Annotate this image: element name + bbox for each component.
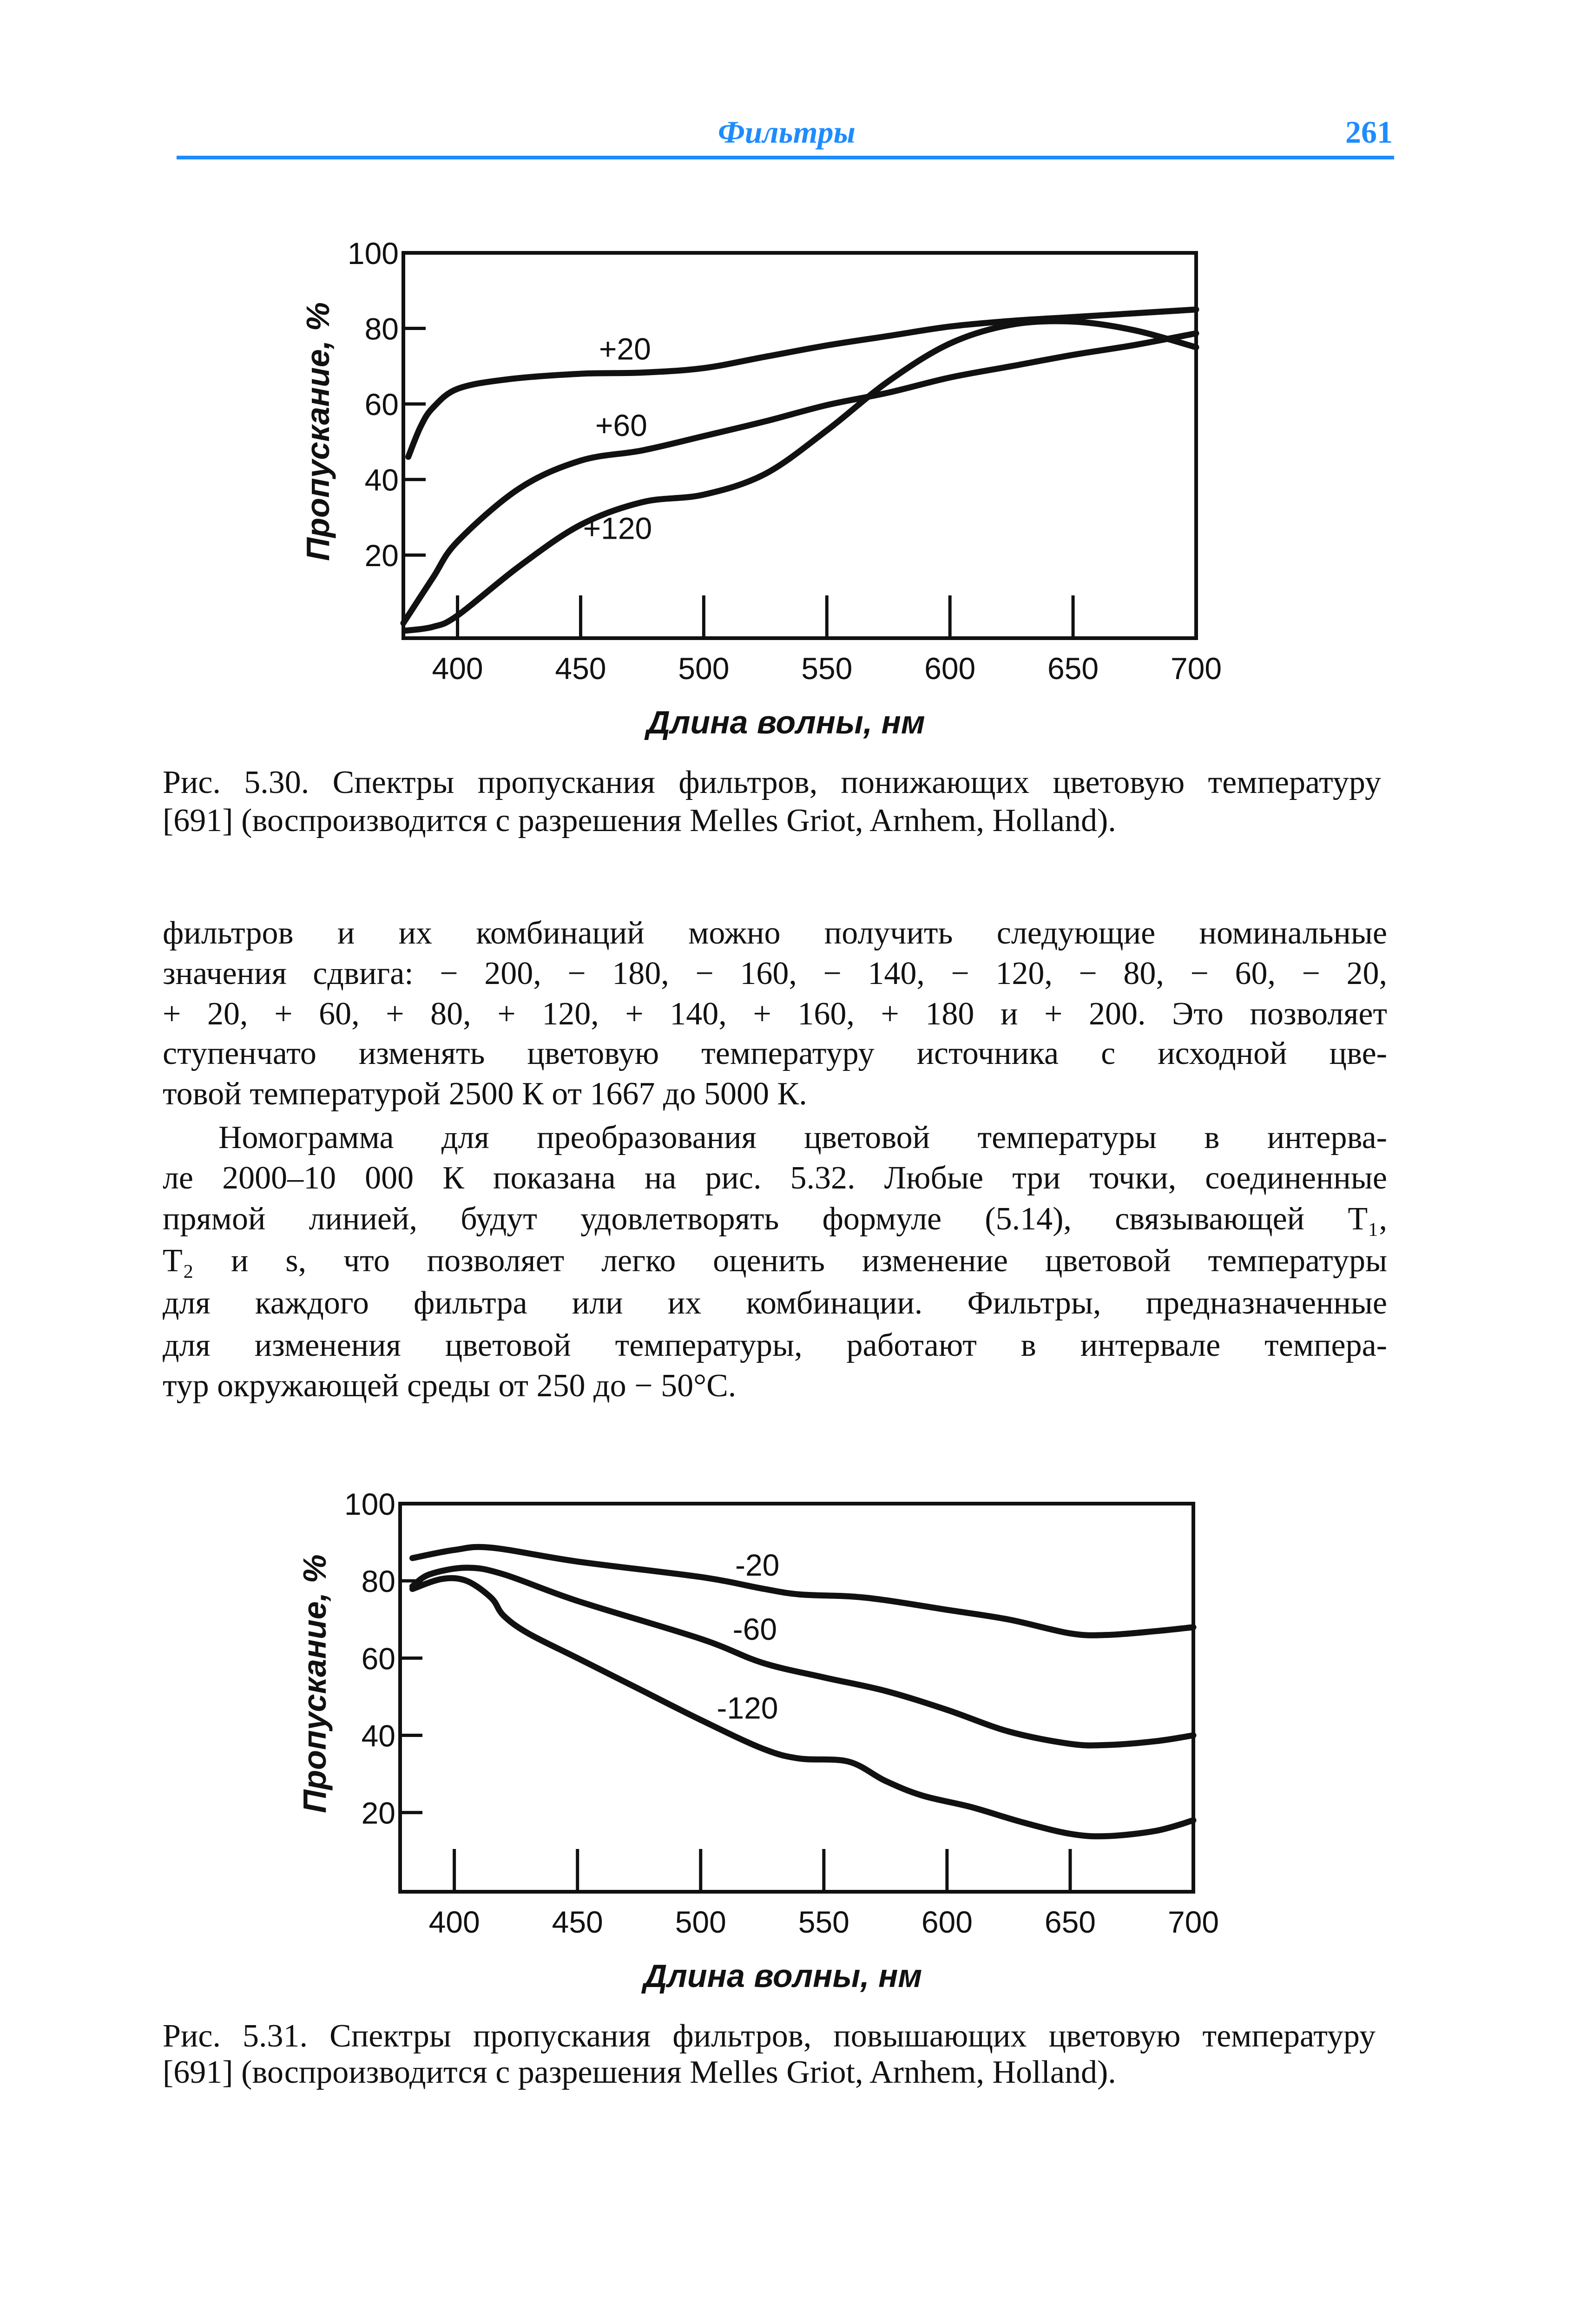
x-axis-label: Длина волны, нм	[644, 704, 925, 740]
body-text-line: Номограмма для преобразования цветовой т…	[218, 1120, 1387, 1155]
series-label: +20	[599, 331, 651, 366]
body-text-line: товой температурой 2500 К от 1667 до 500…	[163, 1076, 807, 1112]
y-tick-label: 100	[348, 236, 399, 271]
series-label: -60	[733, 1612, 777, 1646]
series-label: +120	[583, 511, 652, 545]
series-label: +60	[595, 408, 647, 442]
figure1-caption-line: Рис. 5.30. Спектры пропускания фильтров,…	[163, 765, 1381, 800]
y-tick-label: 80	[362, 1564, 395, 1598]
x-tick-label: 550	[798, 1905, 849, 1939]
page-number: 261	[1345, 114, 1393, 150]
y-tick-label: 100	[344, 1487, 395, 1521]
plot-frame	[398, 1502, 1195, 1894]
y-tick-label: 60	[365, 387, 399, 422]
body-text-line: прямой линией, будут удовлетворять форму…	[163, 1201, 1387, 1237]
figure-5-31-chart: 400 450 500 550 600 650 700 100 80 60 40 20 Длина во…	[296, 1487, 1219, 1994]
series-label: -120	[717, 1690, 778, 1725]
y-axis-label: Пропускание, %	[296, 1554, 333, 1813]
y-axis-label: Пропускание, %	[300, 302, 336, 561]
series-label: -20	[735, 1548, 779, 1582]
series-line-+120	[402, 318, 1199, 634]
body-text-line: ле 2000–10 000 К показана на рис. 5.32. …	[163, 1160, 1387, 1196]
body-text-line: + 20, + 60, + 80, + 120, + 140, + 160, +…	[163, 996, 1387, 1032]
figure2-caption-line: Рис. 5.31. Спектры пропускания фильтров,…	[163, 2018, 1376, 2054]
running-header-title: Фильтры	[718, 114, 856, 150]
y-tick-label: 40	[365, 463, 399, 497]
figure-5-30-chart: 400 450 500 550 600 650 700 100 80 60 40 20 Длина во…	[300, 236, 1222, 740]
body-text-line: ступенчато изменять цветовую температуру…	[163, 1036, 1387, 1071]
body-text-line: для изменения цветовой температуры, рабо…	[163, 1327, 1387, 1363]
body-text-line: для каждого фильтра или их комбинации. Ф…	[163, 1285, 1387, 1321]
header-rule	[177, 156, 1394, 159]
x-tick-label: 550	[801, 651, 852, 686]
x-tick-label: 650	[1045, 1905, 1096, 1939]
x-tick-label: 650	[1047, 651, 1099, 686]
series-line-+60	[400, 330, 1199, 626]
series-line--60	[409, 1565, 1197, 1749]
figure2-caption-line: [691] (воспроизводится с разрешения Mell…	[163, 2054, 1116, 2090]
y-tick-label: 40	[362, 1719, 395, 1753]
body-text-line: значения сдвига: − 200, − 180, − 160, − …	[163, 956, 1387, 991]
x-tick-label: 500	[678, 651, 729, 686]
x-tick-label: 700	[1171, 651, 1222, 686]
body-text-line: T₂ и s, что позволяет легко оценить изме…	[163, 1243, 1387, 1279]
series-line-+20	[405, 306, 1199, 460]
figure1-caption-line: [691] (воспроизводится с разрешения Mell…	[163, 803, 1116, 838]
x-tick-label: 700	[1168, 1905, 1219, 1939]
plot-frame	[402, 251, 1198, 640]
x-tick-label: 400	[429, 1905, 480, 1939]
y-tick-label: 20	[362, 1796, 395, 1830]
series-line--20	[409, 1544, 1197, 1638]
x-axis-label: Длина волны, нм	[641, 1958, 922, 1994]
y-tick-label: 20	[365, 538, 399, 573]
x-tick-label: 450	[552, 1905, 603, 1939]
x-tick-label: 600	[924, 651, 975, 686]
y-tick-label: 60	[362, 1641, 395, 1676]
series-line--120	[409, 1575, 1197, 1840]
x-tick-label: 450	[555, 651, 606, 686]
body-text-line: фильтров и их комбинаций можно получить …	[163, 915, 1387, 951]
x-tick-label: 500	[675, 1905, 726, 1939]
x-tick-label: 600	[922, 1905, 973, 1939]
body-text-line: тур окружающей среды от 250 до − 50°С.	[163, 1368, 737, 1404]
x-tick-label: 400	[432, 651, 483, 686]
y-tick-label: 80	[365, 312, 399, 346]
